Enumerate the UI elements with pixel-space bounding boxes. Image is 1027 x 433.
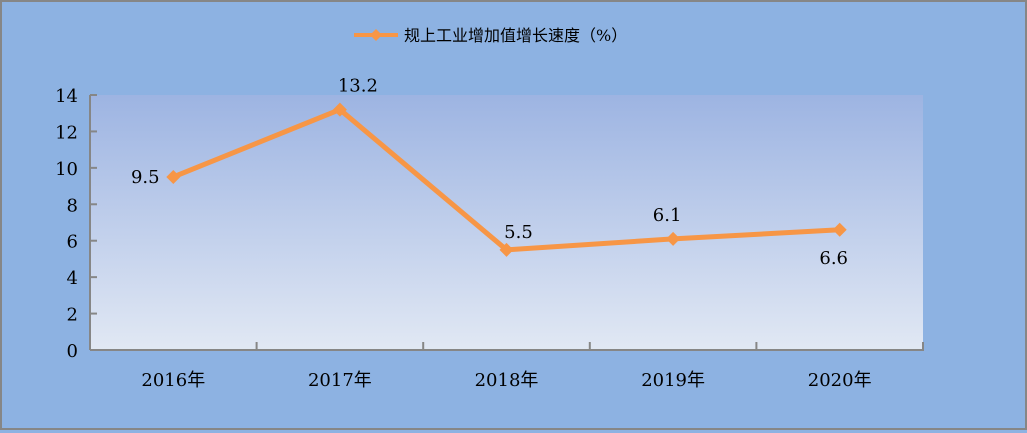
y-tick-label: 10 <box>55 159 78 180</box>
y-tick-label: 0 <box>67 341 78 362</box>
y-tick-label: 12 <box>55 122 78 143</box>
y-tick-label: 6 <box>67 232 78 253</box>
legend-diamond-marker <box>370 29 382 41</box>
data-point-marker <box>499 242 514 257</box>
x-tick-label: 2018年 <box>475 370 539 391</box>
legend: 规上工业增加值增长速度（%） <box>354 26 627 45</box>
legend-label: 规上工业增加值增长速度（%） <box>404 26 627 45</box>
data-point-marker <box>666 231 681 246</box>
y-tick-label: 2 <box>67 305 78 326</box>
x-tick-label: 2019年 <box>641 370 705 391</box>
x-tick-label: 2020年 <box>808 370 872 391</box>
data-point-marker <box>166 169 181 184</box>
plot-area <box>90 95 923 350</box>
y-tick-label: 14 <box>55 86 78 107</box>
data-label: 9.5 <box>131 167 160 188</box>
data-point-marker <box>832 222 847 237</box>
data-label: 5.5 <box>504 222 533 243</box>
data-label: 6.6 <box>819 248 848 269</box>
y-tick-label: 4 <box>67 268 78 289</box>
data-point-marker <box>332 102 347 117</box>
x-tick-label: 2017年 <box>308 370 372 391</box>
data-label: 13.2 <box>338 76 378 97</box>
x-tick-label: 2016年 <box>141 370 205 391</box>
y-tick-label: 8 <box>67 195 78 216</box>
data-label: 6.1 <box>653 205 682 226</box>
